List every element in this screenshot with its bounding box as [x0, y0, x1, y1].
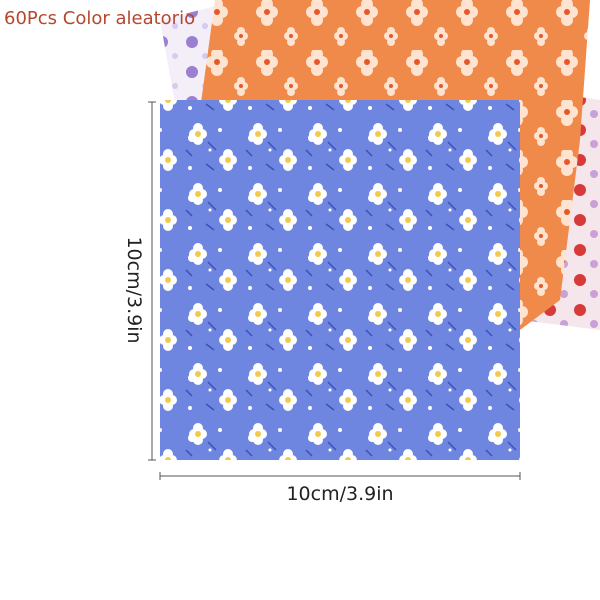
title: 60Pcs Color aleatorio: [4, 8, 195, 29]
fabric-blue: [160, 100, 520, 460]
height-label: 10cm/3.9in: [123, 236, 145, 343]
width-label: 10cm/3.9in: [286, 483, 393, 505]
